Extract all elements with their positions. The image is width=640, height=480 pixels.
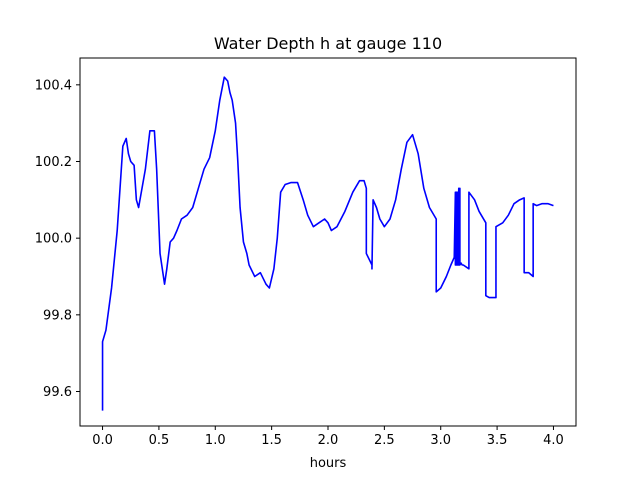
y-tick-label: 99.8 bbox=[43, 308, 72, 323]
x-tick-label: 2.5 bbox=[374, 433, 395, 448]
x-tick-label: 4.0 bbox=[543, 433, 564, 448]
plot-area bbox=[101, 76, 554, 411]
x-tick-label: 1.0 bbox=[205, 433, 226, 448]
x-tick-label: 0.0 bbox=[92, 433, 113, 448]
axes-frame bbox=[79, 57, 577, 427]
y-tick-label: 100.0 bbox=[35, 232, 72, 247]
x-axis-label: hours bbox=[310, 456, 347, 471]
x-axis: 0.0 0.5 1.0 1.5 2.0 2.5 3.0 3.5 4.0 bbox=[92, 426, 564, 448]
x-tick-label: 3.5 bbox=[487, 433, 508, 448]
series-line-0 bbox=[101, 76, 554, 411]
y-tick-label: 99.6 bbox=[43, 385, 72, 400]
y-axis: 99.6 99.8 100.0 100.2 100.4 bbox=[35, 78, 80, 400]
chart-title: Water Depth h at gauge 110 bbox=[214, 34, 442, 53]
y-tick-label: 100.2 bbox=[35, 155, 72, 170]
x-tick-label: 1.5 bbox=[261, 433, 282, 448]
x-tick-label: 3.0 bbox=[430, 433, 451, 448]
x-tick-label: 0.5 bbox=[149, 433, 170, 448]
y-tick-label: 100.4 bbox=[35, 78, 72, 93]
x-tick-label: 2.0 bbox=[318, 433, 339, 448]
